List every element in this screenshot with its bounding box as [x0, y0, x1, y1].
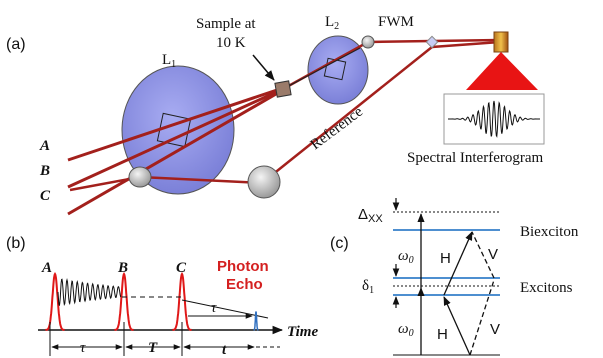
panel-c: (c) ΔXX ω0 δ1 ω0 H V H V Biexciton Excit… [330, 198, 579, 356]
h-lower-label: H [437, 326, 448, 343]
lens-l1-label: L1 [162, 52, 176, 70]
photon-echo-pulse [253, 310, 259, 331]
panel-a-label: (a) [6, 36, 26, 53]
panel-c-label: (c) [330, 235, 349, 252]
beam-a-line [67, 86, 284, 162]
decay-line [181, 299, 269, 319]
pulse-a-label: A [41, 260, 52, 276]
beam-c-label: C [40, 188, 51, 204]
lens-l2-label: L2 [325, 14, 339, 32]
omega-upper-label: ω0 [398, 248, 414, 266]
echo-label: Echo [226, 276, 263, 293]
beam-c-line [67, 88, 284, 216]
transition-v-lower [469, 279, 495, 356]
fwm-label: FWM [378, 14, 414, 30]
h-upper-label: H [440, 250, 451, 267]
v-upper-label: V [488, 246, 498, 263]
sample-label-line1: Sample at [196, 16, 256, 32]
panel-a: (a) [6, 14, 545, 216]
detector [493, 31, 509, 53]
panel-b-label: (b) [6, 235, 26, 252]
pulse-b [114, 272, 134, 331]
sample-box [274, 80, 292, 98]
tau-echo-label: τ [211, 300, 217, 316]
transition-v-upper [471, 231, 495, 279]
excitons-label: Excitons [520, 280, 573, 296]
interval-markers [49, 322, 280, 356]
tau-label: τ [80, 340, 86, 356]
beamsplitter [425, 35, 439, 49]
omega-lower-label: ω0 [398, 321, 414, 339]
mirror-small-left [128, 166, 152, 188]
photon-label: Photon [217, 258, 269, 275]
pulse-b-label: B [117, 260, 128, 276]
input-beams [67, 86, 284, 216]
beam-b-label: B [39, 163, 50, 179]
beam-b-line [67, 87, 284, 189]
time-label: Time [287, 324, 318, 340]
sample-pointer [252, 54, 275, 81]
biexciton-label: Biexciton [520, 224, 579, 240]
delta-xx-label: ΔXX [358, 206, 383, 225]
coherence-oscillation [57, 278, 122, 307]
reference-label: Reference [308, 104, 366, 154]
v-lower-label: V [490, 321, 500, 338]
big-t-label: T [148, 340, 158, 356]
small-t-label: t [222, 342, 227, 358]
transition-h-upper [443, 231, 473, 296]
interferogram-wave [448, 100, 540, 138]
pulse-a [45, 272, 65, 331]
lens-l2 [307, 35, 369, 105]
transition-h-lower [443, 296, 471, 356]
spectrometer-cone [466, 52, 538, 90]
sample-label-line2: 10 K [216, 35, 246, 51]
spectral-label: Spectral Interferogram [407, 150, 544, 166]
delta1-label: δ1 [362, 278, 374, 296]
lens-l1 [121, 65, 235, 195]
mirror-fwm [361, 35, 375, 49]
mirror-large-right [247, 165, 281, 199]
panel-b: (b) A B C Photon Echo τ τ [6, 235, 318, 358]
pulse-c-label: C [176, 260, 187, 276]
beam-a-label: A [39, 138, 50, 154]
pulse-c [172, 272, 192, 331]
reference-beam [69, 46, 433, 192]
sample-scatter [282, 47, 361, 90]
